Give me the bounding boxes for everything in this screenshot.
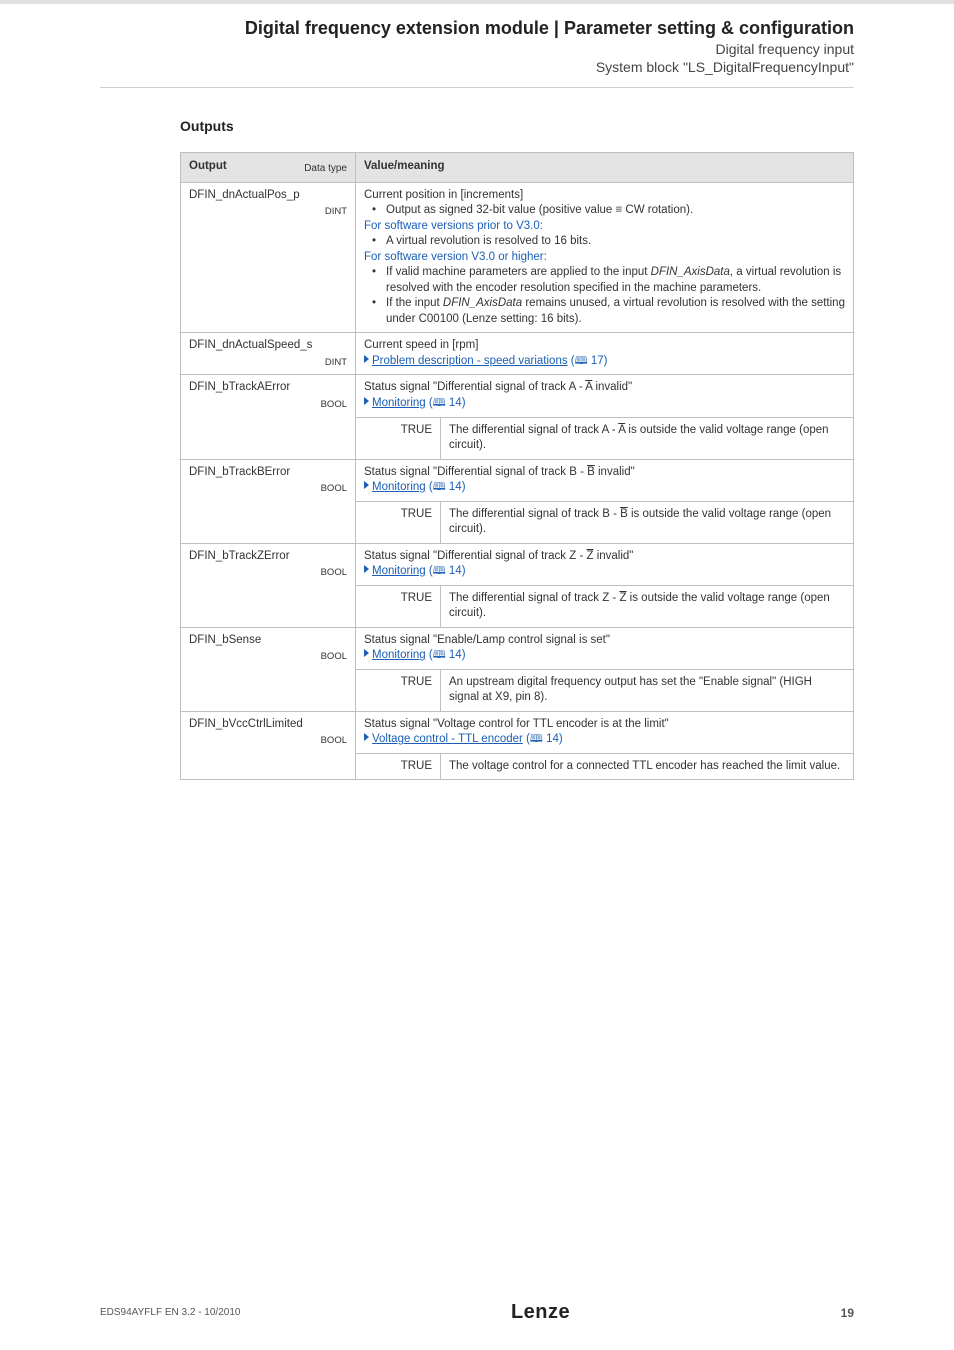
cross-ref-page: (🕮 14) <box>426 565 466 577</box>
desc-text: Current speed in [rpm] <box>364 338 845 354</box>
arrow-icon <box>364 733 369 741</box>
table-row: DFIN_bTrackBError BOOL Status signal "Diff… <box>181 459 854 501</box>
arrow-icon <box>364 481 369 489</box>
desc-list: Output as signed 32-bit value (positive … <box>364 203 845 219</box>
list-item: A virtual revolution is resolved to 16 b… <box>376 234 845 250</box>
desc-text: Current position in [increments] <box>364 188 845 204</box>
cross-ref-page: (🕮 14) <box>426 481 466 493</box>
cross-ref-page: (🕮 14) <box>426 649 466 661</box>
output-name-cell: DFIN_bTrackZError BOOL <box>181 543 356 627</box>
list-item: If valid machine parameters are applied … <box>376 265 845 296</box>
output-desc-cell: Status signal "Differential signal of tr… <box>356 543 854 585</box>
output-desc-cell: Current position in [increments]Output a… <box>356 182 854 333</box>
output-desc-cell: Status signal "Differential signal of tr… <box>356 375 854 417</box>
true-label-cell: TRUE <box>356 417 441 459</box>
cross-ref-link[interactable]: Voltage control - TTL encoder <box>372 733 523 745</box>
table-row: DFIN_dnActualPos_p DINT Current position i… <box>181 182 854 333</box>
output-desc-cell: Current speed in [rpm]Problem descriptio… <box>356 333 854 375</box>
list-item: If the input DFIN_AxisData remains unuse… <box>376 296 845 327</box>
table-row: DFIN_bTrackZError BOOL Status signal "Diff… <box>181 543 854 585</box>
output-name-cell: DFIN_dnActualSpeed_s DINT <box>181 333 356 375</box>
true-label-cell: TRUE <box>356 669 441 711</box>
col-header-output: Output Data type <box>181 153 356 183</box>
footer-logo: Lenze <box>511 1301 570 1324</box>
desc-text: Status signal "Differential signal of tr… <box>364 465 845 481</box>
cross-ref-link[interactable]: Monitoring <box>372 481 426 493</box>
desc-text: Status signal "Differential signal of tr… <box>364 549 845 565</box>
table-row: DFIN_bVccCtrlLimited BOOL Status signal "V… <box>181 711 854 753</box>
output-dtype: DINT <box>189 206 347 219</box>
true-desc-cell: The differential signal of track A - A i… <box>441 417 854 459</box>
output-dtype: BOOL <box>189 483 347 496</box>
output-name: DFIN_bSense <box>189 634 261 646</box>
list-item: Output as signed 32-bit value (positive … <box>376 203 845 219</box>
output-dtype: BOOL <box>189 567 347 580</box>
page-header: Digital frequency extension module | Par… <box>0 0 954 75</box>
output-name: DFIN_bTrackBError <box>189 466 290 478</box>
table-row: DFIN_dnActualSpeed_s DINT Current speed in… <box>181 333 854 375</box>
true-desc-cell: An upstream digital frequency output has… <box>441 669 854 711</box>
output-name-cell: DFIN_dnActualPos_p DINT <box>181 182 356 333</box>
desc-list: A virtual revolution is resolved to 16 b… <box>364 234 845 250</box>
output-name: DFIN_bVccCtrlLimited <box>189 718 303 730</box>
desc-note: For software versions prior to V3.0: <box>364 219 845 235</box>
true-desc-cell: The differential signal of track Z - Z i… <box>441 585 854 627</box>
cross-ref-link[interactable]: Problem description - speed variations <box>372 355 568 367</box>
cross-ref-link[interactable]: Monitoring <box>372 565 426 577</box>
output-name-cell: DFIN_bSense BOOL <box>181 627 356 711</box>
cross-ref-link[interactable]: Monitoring <box>372 649 426 661</box>
output-name-cell: DFIN_bTrackAError BOOL <box>181 375 356 459</box>
desc-text: Status signal "Voltage control for TTL e… <box>364 717 845 733</box>
col-header-datatype-label: Data type <box>304 162 347 176</box>
output-dtype: DINT <box>189 357 347 370</box>
output-dtype: BOOL <box>189 399 347 412</box>
outputs-tbody: DFIN_dnActualPos_p DINT Current position i… <box>181 182 854 780</box>
top-rule <box>0 0 954 4</box>
desc-note: For software version V3.0 or higher: <box>364 250 845 266</box>
output-dtype: BOOL <box>189 735 347 748</box>
true-desc-cell: The differential signal of track B - B i… <box>441 501 854 543</box>
cross-ref-page: (🕮 17) <box>568 355 608 367</box>
output-desc-cell: Status signal "Enable/Lamp control signa… <box>356 627 854 669</box>
cross-ref-link[interactable]: Monitoring <box>372 397 426 409</box>
arrow-icon <box>364 397 369 405</box>
cross-ref-page: (🕮 14) <box>426 397 466 409</box>
col-header-output-label: Output <box>189 160 227 172</box>
desc-list: If valid machine parameters are applied … <box>364 265 845 327</box>
true-label-cell: TRUE <box>356 501 441 543</box>
table-row: DFIN_bTrackAError BOOL Status signal "Diff… <box>181 375 854 417</box>
footer-page-number: 19 <box>841 1306 854 1320</box>
section-heading: Outputs <box>180 118 854 134</box>
main-content: Outputs Output Data type Value/meaning D… <box>0 88 954 780</box>
true-desc-cell: The voltage control for a connected TTL … <box>441 753 854 780</box>
output-name: DFIN_dnActualSpeed_s <box>189 339 312 351</box>
cross-ref-page: (🕮 14) <box>523 733 563 745</box>
desc-text: Status signal "Enable/Lamp control signa… <box>364 633 845 649</box>
output-name: DFIN_bTrackZError <box>189 550 290 562</box>
col-header-value: Value/meaning <box>356 153 854 183</box>
arrow-icon <box>364 355 369 363</box>
outputs-table: Output Data type Value/meaning DFIN_dnAc… <box>180 152 854 780</box>
true-label-cell: TRUE <box>356 753 441 780</box>
page-footer: EDS94AYFLF EN 3.2 - 10/2010 Lenze 19 <box>0 1301 954 1324</box>
output-name: DFIN_bTrackAError <box>189 381 290 393</box>
footer-doc-id: EDS94AYFLF EN 3.2 - 10/2010 <box>100 1307 240 1318</box>
output-name-cell: DFIN_bTrackBError BOOL <box>181 459 356 543</box>
true-label-cell: TRUE <box>356 585 441 627</box>
output-desc-cell: Status signal "Differential signal of tr… <box>356 459 854 501</box>
arrow-icon <box>364 649 369 657</box>
header-title: Digital frequency extension module | Par… <box>100 18 854 39</box>
arrow-icon <box>364 565 369 573</box>
output-name-cell: DFIN_bVccCtrlLimited BOOL <box>181 711 356 780</box>
desc-text: Status signal "Differential signal of tr… <box>364 380 845 396</box>
output-desc-cell: Status signal "Voltage control for TTL e… <box>356 711 854 753</box>
header-sub1: Digital frequency input <box>100 41 854 57</box>
output-name: DFIN_dnActualPos_p <box>189 189 300 201</box>
header-sub2: System block "LS_DigitalFrequencyInput" <box>100 59 854 75</box>
output-dtype: BOOL <box>189 651 347 664</box>
table-row: DFIN_bSense BOOL Status signal "Enable/Lam… <box>181 627 854 669</box>
